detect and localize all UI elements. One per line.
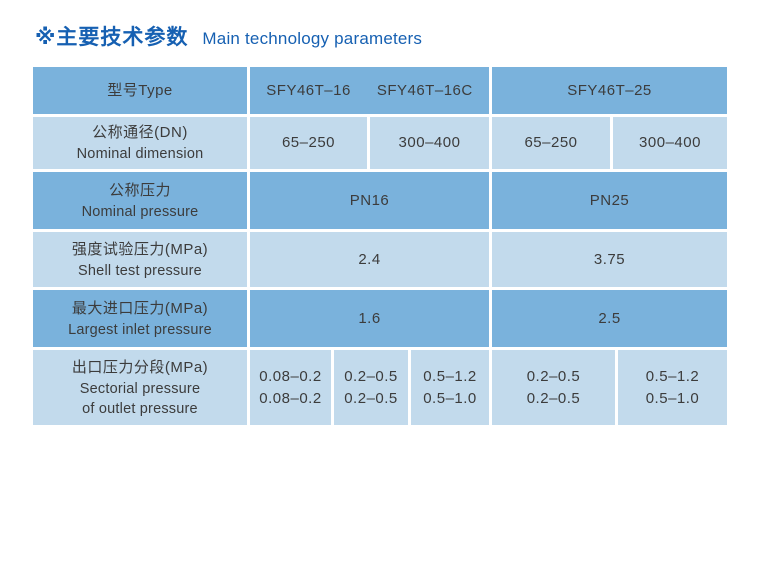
cell-model-pn25: SFY46T–25 bbox=[492, 67, 727, 114]
row-label-largest-inlet: 最大进口压力(MPa) Largest inlet pressure bbox=[33, 290, 247, 347]
row-label-outlet-pressure: 出口压力分段(MPa) Sectorial pressure of outlet… bbox=[33, 350, 247, 425]
page-title: ※主要技术参数 Main technology parameters bbox=[35, 21, 422, 51]
table-row-type: 型号Type SFY46T–16 SFY46T–16C SFY46T–25 bbox=[33, 67, 727, 114]
table-row-largest-inlet-pressure: 最大进口压力(MPa) Largest inlet pressure 1.6 2… bbox=[33, 290, 727, 347]
row-label-type-text: 型号Type bbox=[107, 81, 173, 99]
model-sfy46t-16c: SFY46T–16C bbox=[376, 81, 473, 99]
row-label-nominal-dimension: 公称通径(DN) Nominal dimension bbox=[33, 117, 247, 169]
table-row-nominal-dimension: 公称通径(DN) Nominal dimension 65–250 300–40… bbox=[33, 117, 727, 169]
cell-dn-25-large: 300–400 bbox=[613, 117, 727, 169]
cell-dn-16-small: 65–250 bbox=[250, 117, 367, 169]
row-label-type: 型号Type bbox=[33, 67, 247, 114]
cell-pn25: PN25 bbox=[492, 172, 727, 229]
cell-outlet-range-2: 0.2–0.5 0.2–0.5 bbox=[334, 350, 408, 425]
table-row-nominal-pressure: 公称压力 Nominal pressure PN16 PN25 bbox=[33, 172, 727, 229]
cell-dn-25-small: 65–250 bbox=[492, 117, 610, 169]
cell-shell-test-25: 3.75 bbox=[492, 232, 727, 287]
row-label-nominal-pressure: 公称压力 Nominal pressure bbox=[33, 172, 247, 229]
row-label-shell-test: 强度试验压力(MPa) Shell test pressure bbox=[33, 232, 247, 287]
cell-models-pn16: SFY46T–16 SFY46T–16C bbox=[250, 67, 489, 114]
cell-dn-16-large: 300–400 bbox=[370, 117, 489, 169]
cell-shell-test-16: 2.4 bbox=[250, 232, 489, 287]
page-title-chinese: ※主要技术参数 bbox=[35, 26, 189, 49]
model-sfy46t-16: SFY46T–16 bbox=[266, 81, 351, 99]
cell-pn16: PN16 bbox=[250, 172, 489, 229]
cell-outlet-range-1: 0.08–0.2 0.08–0.2 bbox=[250, 350, 331, 425]
page-title-english: Main technology parameters bbox=[202, 29, 423, 48]
model-sfy46t-25: SFY46T–25 bbox=[567, 81, 652, 99]
cell-inlet-25: 2.5 bbox=[492, 290, 727, 347]
cell-inlet-16: 1.6 bbox=[250, 290, 489, 347]
spec-table: 型号Type SFY46T–16 SFY46T–16C SFY46T–25 公称… bbox=[33, 67, 727, 425]
cell-outlet-range-5: 0.5–1.2 0.5–1.0 bbox=[618, 350, 727, 425]
cell-outlet-range-3: 0.5–1.2 0.5–1.0 bbox=[411, 350, 489, 425]
cell-outlet-range-4: 0.2–0.5 0.2–0.5 bbox=[492, 350, 615, 425]
table-row-outlet-pressure-ranges: 出口压力分段(MPa) Sectorial pressure of outlet… bbox=[33, 350, 727, 425]
table-row-shell-test-pressure: 强度试验压力(MPa) Shell test pressure 2.4 3.75 bbox=[33, 232, 727, 287]
